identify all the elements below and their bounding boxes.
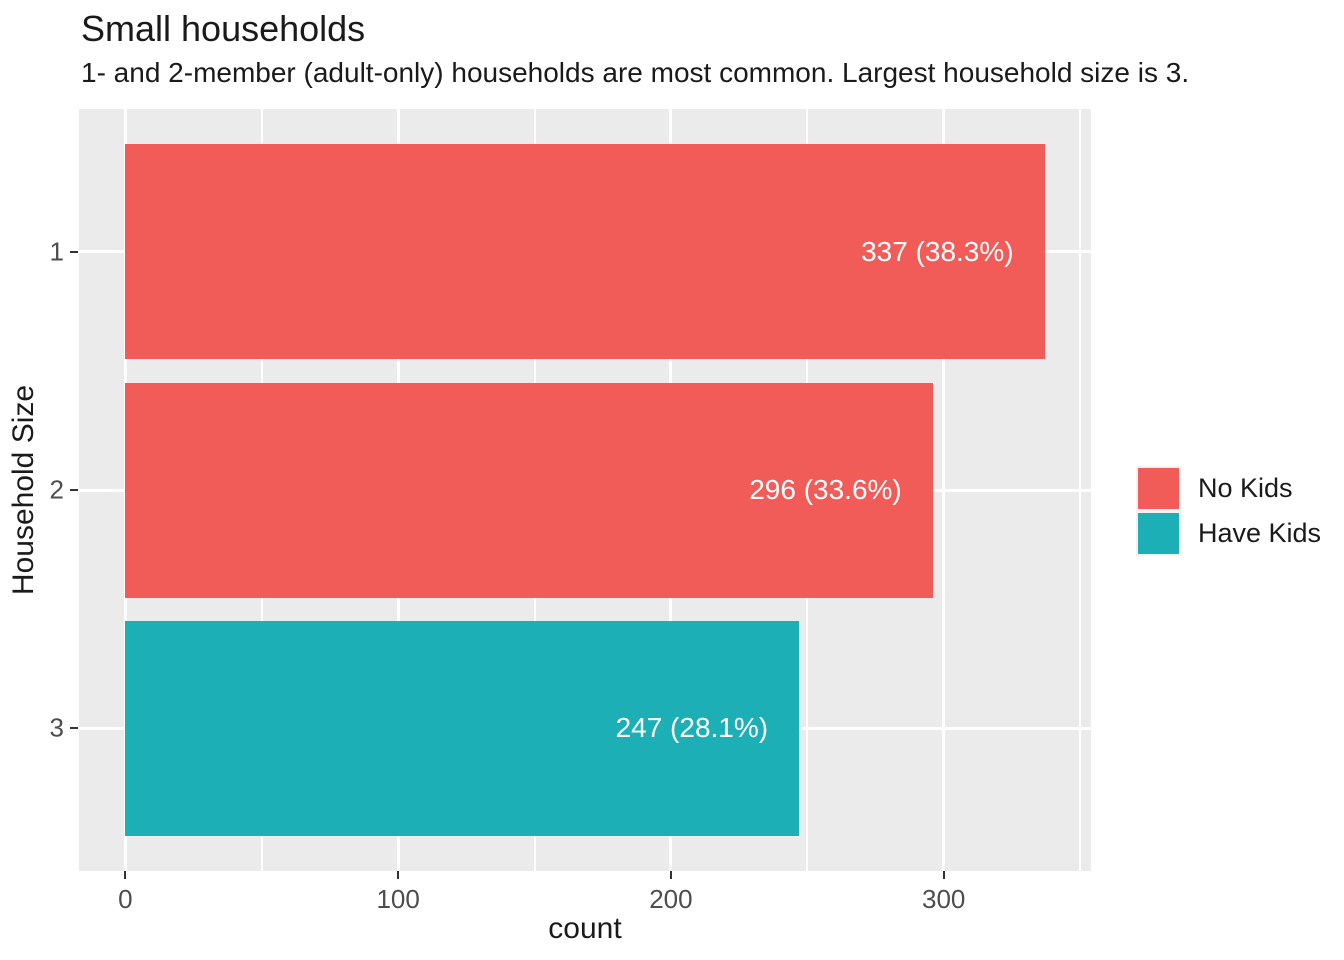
legend-entry-no-kids: No Kids [1136,466,1321,511]
bar-label: 337 (38.3%) [861,235,1014,267]
x-axis-tick [942,871,945,879]
chart-subtitle: 1- and 2-member (adult-only) households … [81,57,1190,88]
bar-label: 247 (28.1%) [615,712,769,744]
legend-label: Have Kids [1198,518,1322,548]
y-axis-tick-label: 2 [49,474,64,505]
legend: No Kids Have Kids [1136,466,1321,556]
bar-household-size-3: 247 (28.1%) [125,620,800,836]
bar-household-size-2: 296 (33.6%) [125,382,933,598]
plot-panel: 337 (38.3%) 296 (33.6%) 247 (28.1%) [79,109,1091,871]
legend-key [1136,511,1181,556]
bar-label: 296 (33.6%) [749,474,902,505]
legend-label: No Kids [1198,473,1293,503]
x-axis-tick [669,871,672,879]
x-axis-tick-label: 0 [118,884,133,914]
legend-key [1136,466,1181,511]
legend-entry-have-kids: Have Kids [1136,511,1321,556]
y-axis-tick-label: 1 [49,236,64,267]
y-axis-tick [70,489,78,491]
x-axis-title: count [548,912,622,945]
x-axis-tick-label: 300 [921,884,966,914]
y-axis-title: Household Size [7,384,40,596]
x-axis-tick-label: 100 [376,884,420,914]
no-kids-color-swatch [1138,468,1179,509]
chart-title: Small households [81,8,366,49]
x-axis-tick [397,871,400,879]
bar-household-size-1: 337 (38.3%) [125,144,1045,360]
y-axis-tick-label: 3 [49,712,64,743]
have-kids-color-swatch [1138,513,1179,554]
y-axis-tick [70,727,78,730]
x-axis-tick [124,871,127,879]
x-axis-tick-label: 200 [649,884,693,914]
y-axis-tick [70,250,78,253]
